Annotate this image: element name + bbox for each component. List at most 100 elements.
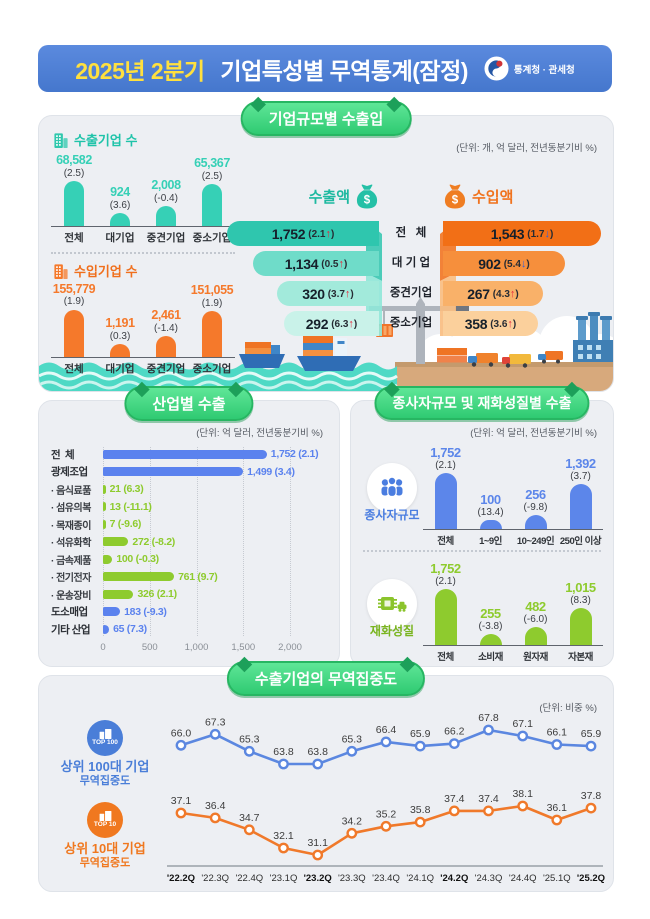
amount-value: 320 xyxy=(302,285,325,302)
data-point xyxy=(483,724,494,736)
industry-plot: 65 (7.3) xyxy=(103,623,323,635)
crane xyxy=(369,297,469,364)
bar-column: 2,461 (-1.4) xyxy=(143,283,189,357)
x-tick-label: '24.2Q xyxy=(440,873,468,884)
amount-value: 292 xyxy=(305,315,329,332)
bar-label: 1~9인 xyxy=(479,536,502,547)
bar-change: (-9.8) xyxy=(523,501,548,513)
bar-column: 68,582 (2.5) xyxy=(51,152,97,226)
bar-label: 소비재 xyxy=(478,652,503,663)
panel-industry-export: 산업별 수출 (단위: 억 달러, 전년동분기비 %) 전 체 1,752 (2.… xyxy=(38,386,340,667)
bar-label: 중소기업 xyxy=(192,232,232,244)
point-value: 34.7 xyxy=(239,812,260,824)
amount-change: (0.5↑) xyxy=(321,257,348,270)
import-company-count-header: 수입기업 수 xyxy=(53,261,235,280)
industry-label: 전 체 xyxy=(51,448,75,461)
labels-row: 전체 대기업 중견기업 중소기업 xyxy=(51,227,235,245)
size-category-label: 전 체 xyxy=(395,227,427,239)
bar-label: 중소기업 xyxy=(192,363,232,375)
amount-change: (6.3↑) xyxy=(331,317,358,330)
workers-bar-chart: 1,752 (2.1) 100 (13.4) 256 (-9.8) 1,392 (3.7) 전… xyxy=(423,441,603,547)
container-stack xyxy=(437,348,467,363)
x-tick-label: '22.3Q xyxy=(201,873,229,884)
bar-column: 1,191 (0.3) xyxy=(97,283,143,357)
point-value: 31.1 xyxy=(307,837,328,849)
bar-value: 255 xyxy=(480,605,501,621)
point-value: 37.8 xyxy=(581,790,602,802)
up-arrow-icon: ↑ xyxy=(344,287,351,300)
header-banner: 2025년 2분기 기업특성별 무역통계(잠정) 통계청 · 관세청 xyxy=(38,45,612,92)
bar-value: 2,461 xyxy=(151,308,181,323)
bar-change: (2.5) xyxy=(63,167,85,179)
industry-bar xyxy=(103,467,244,476)
industry-bar xyxy=(103,572,175,581)
top100-legend-sub: 무역집중도 xyxy=(79,775,131,788)
agency-logo: 통계청 · 관세청 xyxy=(484,56,575,81)
bar xyxy=(479,634,502,645)
labels-row: 전체 소비재 원자재 자본재 xyxy=(423,646,603,663)
down-arrow-icon: ↓ xyxy=(520,257,527,270)
industry-plot: 761 (9.7) xyxy=(103,571,323,583)
bar-column: 151,055 (1.9) xyxy=(189,283,235,357)
industry-value: 100 (-0.3) xyxy=(116,553,159,565)
data-point xyxy=(278,758,289,770)
industry-plot: 7 (-9.6) xyxy=(103,518,323,530)
bars-area: 1,752 (2.1) 100 (13.4) 256 (-9.8) 1,392 (3.7) xyxy=(423,441,603,530)
bar xyxy=(434,589,457,645)
bar-value: 482 xyxy=(525,598,546,614)
industry-rows: 전 체 1,752 (2.1) 광제조업 1,499 (3.4) · 음식료품 21 (6… xyxy=(51,447,323,636)
x-tick-label: '23.2Q xyxy=(304,873,332,884)
goods-icon xyxy=(367,579,417,629)
data-point xyxy=(517,730,529,742)
point-value: 63.8 xyxy=(307,746,328,758)
point-value: 32.1 xyxy=(273,830,294,842)
page-title: 기업특성별 무역통계(잠정) xyxy=(214,57,468,84)
industry-value: 326 (2.1) xyxy=(137,588,177,600)
top10-legend-title: 상위 10대 기업 xyxy=(64,841,146,856)
up-arrow-icon: ↑ xyxy=(507,317,513,330)
data-point xyxy=(278,842,289,854)
bar-change: (3.6) xyxy=(109,199,131,211)
up-arrow-icon: ↑ xyxy=(348,317,354,330)
bar-column: 256 (-9.8) xyxy=(513,441,558,529)
amount-bar: 1,134 (0.5↑) xyxy=(253,251,379,276)
industry-label: · 전기전자 xyxy=(51,573,91,584)
bar-label: 전체 xyxy=(437,652,454,663)
amount-change: (3.6↑) xyxy=(490,317,517,330)
data-point xyxy=(209,812,221,824)
workers-icon xyxy=(367,463,417,513)
ship-large xyxy=(297,336,361,371)
statistics-korea-emblem-icon xyxy=(484,56,509,81)
point-value: 67.3 xyxy=(205,716,226,728)
industry-bar xyxy=(103,589,134,599)
panel-workers-goods: 종사자규모 및 재화성질별 수출 (단위: 억 달러, 전년동분기비 %) 종사… xyxy=(350,386,614,667)
section-badge-industry: 산업별 수출 xyxy=(124,386,254,421)
data-point xyxy=(243,745,255,757)
concentration-line-chart: 66.0 67.3 65.3 63.8 63.8 65.3 66.4 65.9 66.2 67.8… xyxy=(167,712,605,884)
amount-change: (4.3↑) xyxy=(492,287,519,300)
data-point xyxy=(380,736,392,748)
ship-small xyxy=(239,342,285,368)
data-point xyxy=(517,800,529,812)
bar-change: (1.9) xyxy=(63,296,85,308)
bar-change: (8.3) xyxy=(570,594,591,606)
bar-change: (2.1) xyxy=(435,575,456,587)
bar-label: 대기업 xyxy=(105,363,135,375)
amount-funnel: 수출액 $ $ 수입액 xyxy=(227,180,605,336)
title-quarter: 2025년 2분기 xyxy=(75,57,205,84)
industry-row: · 금속제품 100 (-0.3) xyxy=(51,552,323,567)
data-point xyxy=(380,820,392,832)
point-value: 66.0 xyxy=(171,727,192,739)
data-point xyxy=(175,739,187,751)
point-value: 65.3 xyxy=(342,733,363,745)
section-badge-concentration: 수출기업의 무역집중도 xyxy=(226,661,426,696)
industry-row: 기타 산업 65 (7.3) xyxy=(51,622,323,636)
money-bag-icon: $ xyxy=(444,184,466,208)
top10-legend-sub: 무역집중도 xyxy=(79,857,131,870)
industry-bar xyxy=(103,484,106,494)
data-point xyxy=(414,816,426,828)
import-company-count-chart: 155,779 (1.9) 1,191 (0.3) 2,461 (-1.4) 151,055… xyxy=(51,282,235,376)
import-company-count-title: 수입기업 수 xyxy=(74,264,138,279)
export-amount-bars: 1,752 (2.1↑) 1,134 (0.5↑) 320 (3.7↑) 292 (6.3↑) xyxy=(227,221,379,336)
bar xyxy=(524,627,547,645)
